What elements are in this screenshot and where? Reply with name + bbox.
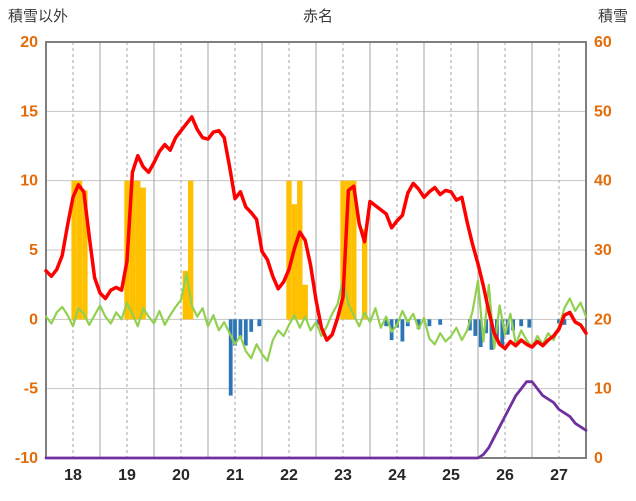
orange-bar-series-bar: [340, 180, 346, 320]
x-axis-day-label: 24: [388, 467, 406, 484]
x-axis-day-label: 25: [442, 467, 460, 484]
orange-bar-series-bar: [361, 229, 368, 320]
x-axis-day-label: 26: [496, 467, 514, 484]
blue-bar-series-bar: [243, 319, 248, 346]
blue-bar-series-bar: [557, 319, 561, 324]
purple-snow-depth-line: [44, 380, 588, 460]
right-axis-tick-label: 10: [594, 381, 612, 398]
blue-bar-series-bar: [233, 319, 237, 346]
blue-bar-series-bar: [468, 319, 472, 331]
orange-bar-series-bar: [82, 190, 88, 320]
blue-bar-series-bar: [384, 319, 389, 327]
orange-bar-series-bar: [302, 284, 308, 320]
blue-bar-series-bar: [438, 319, 443, 325]
left-axis-tick-label: -10: [15, 450, 38, 467]
x-axis-day-label: 23: [334, 467, 352, 484]
blue-bar-series-bar: [562, 319, 567, 325]
left-axis-tick-label: 0: [29, 311, 38, 328]
blue-bar-series-bar: [484, 319, 488, 334]
orange-bar-series-bar: [345, 180, 352, 320]
blue-bar-series-bar: [249, 319, 254, 332]
blue-bar-series-bar: [416, 319, 421, 329]
left-axis-tick-label: 10: [20, 173, 38, 190]
orange-bar-series-bar: [188, 180, 194, 320]
orange-bar-series-bar: [135, 180, 141, 320]
orange-bar-series-bar: [129, 180, 136, 320]
right-axis-tick-label: 60: [594, 34, 612, 51]
x-axis-day-label: 18: [64, 467, 82, 484]
chart-title: 赤名: [303, 8, 333, 25]
left-axis-title: 積雪以外: [8, 8, 68, 25]
blue-bar-series-bar: [257, 319, 262, 327]
orange-bar-series-bar: [286, 180, 292, 320]
x-axis-day-label: 22: [280, 467, 298, 484]
blue-bar-series-bar: [478, 319, 483, 347]
orange-bar-series-bar: [182, 270, 188, 320]
blue-bar-series-bar: [527, 319, 532, 328]
left-axis-tick-label: 15: [20, 103, 38, 120]
x-axis-day-label: 21: [226, 467, 244, 484]
orange-bar-series-bar: [140, 187, 146, 320]
right-axis-title: 積雪: [598, 8, 628, 25]
orange-bar-series: [71, 180, 368, 320]
right-axis-tick-label: 50: [594, 103, 612, 120]
orange-bar-series-bar: [351, 180, 357, 320]
x-axis-day-label: 27: [550, 467, 568, 484]
orange-bar-series-bar: [76, 180, 83, 320]
blue-bar-series-bar: [473, 319, 478, 336]
right-axis-tick-label: 20: [594, 311, 612, 328]
blue-bar-series-bar: [228, 319, 233, 396]
orange-bar-series-bar: [297, 180, 303, 320]
blue-bar-series-bar: [238, 319, 243, 338]
x-axis-day-label: 20: [172, 467, 190, 484]
blue-bar-series-bar: [489, 319, 494, 350]
x-axis-day-label: 19: [118, 467, 136, 484]
blue-bar-series-bar: [400, 319, 405, 342]
right-axis-tick-label: 40: [594, 173, 612, 190]
left-axis-tick-label: -5: [24, 381, 38, 398]
blue-bar-series-bar: [519, 319, 524, 327]
red-temperature-line: [44, 115, 588, 351]
left-axis-tick-label: 5: [29, 242, 38, 259]
left-axis-tick-label: 20: [20, 34, 38, 51]
right-axis-tick-label: 30: [594, 242, 612, 259]
blue-bar-series-bar: [500, 319, 505, 347]
right-axis-tick-label: 0: [594, 450, 603, 467]
blue-bar-series-bar: [427, 319, 432, 327]
orange-bar-series-bar: [291, 204, 298, 320]
orange-bar-series-bar: [71, 180, 77, 320]
